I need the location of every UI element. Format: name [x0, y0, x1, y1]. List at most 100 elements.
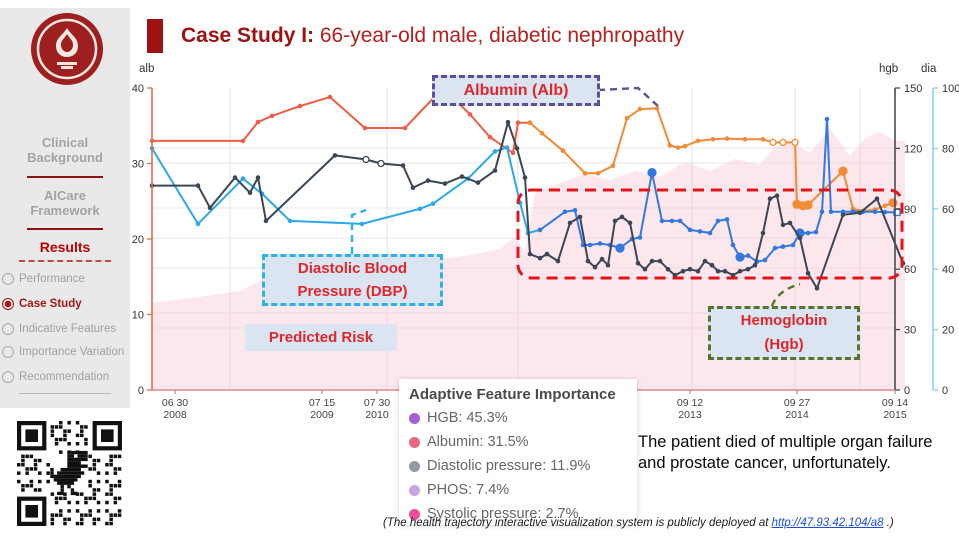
section-label: Results — [39, 239, 91, 255]
svg-text:09 12: 09 12 — [677, 397, 703, 409]
legend-text: Systolic pressure: 2.7% — [427, 506, 579, 522]
svg-text:07 15: 07 15 — [309, 397, 335, 409]
svg-text:06 30: 06 30 — [162, 397, 188, 409]
qr-code — [10, 414, 128, 532]
sidebar-item-clinical-background[interactable]: Clinical Background — [0, 135, 130, 165]
svg-text:2010: 2010 — [365, 409, 389, 421]
dbp-annotation: Diastolic Blood Pressure (DBP) — [262, 254, 443, 306]
svg-text:20: 20 — [942, 325, 954, 337]
dbp-annotation-line2: Pressure (DBP) — [297, 283, 408, 300]
menu-label: Recommendation — [19, 371, 110, 383]
radio-selected-icon — [2, 298, 14, 310]
svg-text:hgb: hgb — [879, 63, 898, 75]
svg-text:120: 120 — [904, 143, 922, 155]
legend-item-systolic: Systolic pressure: 2.7% — [409, 502, 627, 526]
legend-item-albumin: Albumin: 31.5% — [409, 430, 627, 454]
svg-text:60: 60 — [904, 264, 916, 276]
svg-text:07 30: 07 30 — [364, 397, 390, 409]
radio-icon — [2, 371, 14, 383]
title-accent-bar — [147, 19, 163, 53]
divider — [19, 393, 111, 394]
footer-prefix: (The health trajectory interactive visua… — [383, 517, 772, 529]
dbp-early-series — [149, 145, 543, 236]
svg-text:dia: dia — [921, 63, 937, 75]
title-prefix: Case Study I: — [181, 24, 315, 47]
sidebar-item-aicare-framework[interactable]: AICare Framework — [0, 188, 130, 218]
diastolic-dot-icon — [409, 460, 420, 472]
university-seal-logo — [31, 13, 103, 85]
sidebar-item-performance[interactable]: Performance — [2, 268, 130, 290]
predicted-risk-annotation: Predicted Risk — [245, 324, 397, 351]
svg-text:20: 20 — [132, 234, 144, 246]
svg-text:30: 30 — [904, 325, 916, 337]
hgb-annotation-line2: (Hgb) — [764, 336, 804, 353]
divider — [27, 176, 103, 178]
legend-item-diastolic: Diastolic pressure: 11.9% — [409, 454, 627, 478]
footer-suffix: .) — [883, 517, 894, 529]
radio-icon — [2, 346, 14, 358]
svg-text:150: 150 — [904, 83, 922, 95]
svg-text:alb: alb — [139, 63, 154, 75]
legend-title: Adaptive Feature Importance — [409, 386, 616, 403]
alb-axis: 0 10 20 30 40 alb — [132, 63, 155, 397]
legend-text: Diastolic pressure: 11.9% — [427, 458, 591, 474]
hemoglobin-series — [149, 119, 906, 291]
menu-label: Indicative Features — [19, 323, 117, 335]
sidebar-item-results[interactable]: Results — [0, 240, 130, 255]
hgb-annotation-line1: Hemoglobin — [740, 312, 828, 329]
sidebar-item-indicative-features[interactable]: Indicative Features — [2, 318, 130, 340]
divider-dashed — [19, 260, 111, 262]
menu-label: Case Study — [19, 298, 82, 310]
svg-text:0: 0 — [942, 385, 948, 397]
section-label: AICare Framework — [30, 188, 100, 218]
menu-label: Importance Variation — [19, 346, 125, 358]
svg-text:60: 60 — [942, 204, 954, 216]
svg-text:30: 30 — [132, 159, 144, 171]
page-title: Case Study I: 66-year-old male, diabetic… — [181, 24, 684, 48]
svg-text:40: 40 — [132, 83, 144, 95]
hemoglobin-highlight-box — [516, 188, 904, 280]
systolic-dot-icon — [409, 508, 420, 520]
svg-text:09 27: 09 27 — [784, 397, 810, 409]
sidebar-item-case-study[interactable]: Case Study — [2, 293, 130, 315]
albumin-annotation: Albumin (Alb) — [432, 75, 600, 106]
svg-text:0: 0 — [904, 385, 910, 397]
legend-text: HGB: 45.3% — [427, 410, 508, 426]
svg-text:10: 10 — [132, 310, 144, 322]
svg-text:2009: 2009 — [310, 409, 334, 421]
legend-item-phos: PHOS: 7.4% — [409, 478, 627, 502]
dia-axis: 0 20 40 60 80 100 dia — [921, 63, 959, 397]
svg-text:100: 100 — [942, 83, 959, 95]
radio-icon — [2, 273, 14, 285]
divider — [27, 228, 103, 230]
sidebar-item-importance-variation[interactable]: Importance Variation — [2, 341, 130, 363]
deployment-link[interactable]: http://47.93.42.104/a8 — [771, 517, 884, 529]
legend-text: Albumin: 31.5% — [427, 434, 529, 450]
svg-text:2014: 2014 — [785, 409, 809, 421]
svg-text:2013: 2013 — [678, 409, 702, 421]
radio-icon — [2, 323, 14, 335]
hgb-axis: 0 30 60 90 120 150 hgb — [879, 63, 922, 397]
footer-note: (The health trajectory interactive visua… — [383, 517, 958, 529]
svg-text:09 14: 09 14 — [882, 397, 908, 409]
patient-outcome-note: The patient died of multiple organ failu… — [638, 433, 933, 472]
sidebar-item-recommendation[interactable]: Recommendation — [2, 366, 130, 388]
hgb-dot-icon — [409, 412, 420, 424]
svg-text:40: 40 — [942, 264, 954, 276]
albumin-late-series — [527, 106, 898, 214]
svg-text:90: 90 — [904, 204, 916, 216]
feature-importance-panel: Adaptive Feature Importance HGB: 45.3% A… — [399, 379, 637, 525]
svg-text:2015: 2015 — [883, 409, 907, 421]
section-label: Clinical Background — [27, 135, 103, 165]
svg-text:2008: 2008 — [163, 409, 187, 421]
svg-text:0: 0 — [138, 385, 144, 397]
phos-dot-icon — [409, 484, 420, 496]
hemoglobin-annotation: Hemoglobin (Hgb) — [708, 306, 860, 360]
dbp-annotation-line1: Diastolic Blood — [297, 260, 408, 277]
albumin-dot-icon — [409, 436, 420, 448]
title-rest: 66-year-old male, diabetic nephropathy — [314, 24, 685, 47]
legend-text: PHOS: 7.4% — [427, 482, 510, 498]
legend-item-hgb: HGB: 45.3% — [409, 406, 627, 430]
dbp-late-series — [537, 116, 901, 264]
menu-label: Performance — [19, 273, 85, 285]
